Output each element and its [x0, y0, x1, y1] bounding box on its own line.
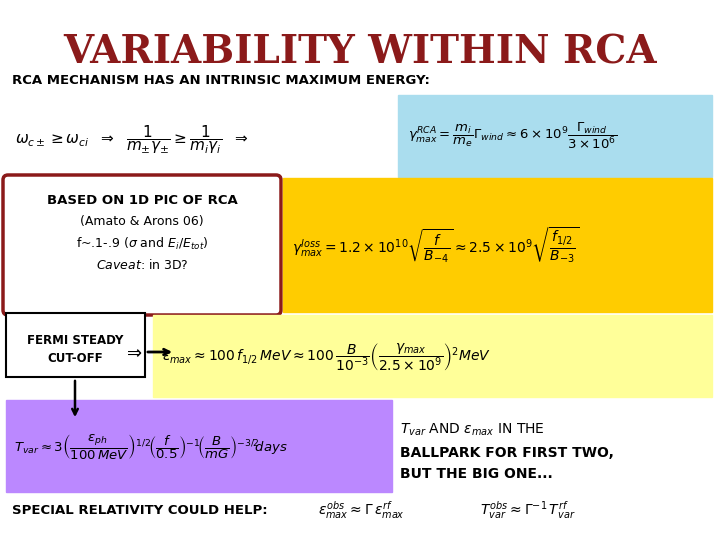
- Text: BASED ON 1D PIC OF RCA: BASED ON 1D PIC OF RCA: [47, 193, 238, 206]
- FancyBboxPatch shape: [398, 95, 712, 177]
- Text: $\gamma^{RCA}_{max} = \dfrac{m_i}{m_e}\Gamma_{wind} \approx 6\times10^9 \dfrac{\: $\gamma^{RCA}_{max} = \dfrac{m_i}{m_e}\G…: [408, 121, 617, 151]
- Text: BALLPARK FOR FIRST TWO,: BALLPARK FOR FIRST TWO,: [400, 446, 614, 460]
- Text: $\mathit{Caveat}$: in 3D?: $\mathit{Caveat}$: in 3D?: [96, 258, 188, 272]
- FancyBboxPatch shape: [153, 315, 712, 397]
- Text: FERMI STEADY: FERMI STEADY: [27, 334, 123, 348]
- Text: SPECIAL RELATIVITY COULD HELP:: SPECIAL RELATIVITY COULD HELP:: [12, 503, 268, 516]
- Text: CUT-OFF: CUT-OFF: [48, 352, 103, 365]
- Text: BUT THE BIG ONE...: BUT THE BIG ONE...: [400, 467, 553, 481]
- FancyBboxPatch shape: [6, 400, 392, 492]
- Text: $\omega_{c\pm} \geq \omega_{ci}$  $\Rightarrow$  $\dfrac{1}{m_{\pm}\gamma_{\pm}}: $\omega_{c\pm} \geq \omega_{ci}$ $\Right…: [15, 124, 248, 157]
- FancyBboxPatch shape: [3, 175, 281, 315]
- FancyBboxPatch shape: [6, 313, 145, 377]
- Text: $T^{obs}_{var} \approx \Gamma^{-1}\, T^{rf}_{var}$: $T^{obs}_{var} \approx \Gamma^{-1}\, T^{…: [480, 499, 575, 521]
- Text: $T_{var}$ AND $\varepsilon_{max}$ IN THE: $T_{var}$ AND $\varepsilon_{max}$ IN THE: [400, 422, 545, 438]
- Text: $T_{var} \approx 3\left(\dfrac{\varepsilon_{ph}}{100\,MeV}\right)^{1/2}\!\left(\: $T_{var} \approx 3\left(\dfrac{\varepsil…: [14, 433, 288, 462]
- Text: f~.1-.9 ($\sigma$ and $E_i/E_{tot}$): f~.1-.9 ($\sigma$ and $E_i/E_{tot}$): [76, 236, 208, 252]
- Text: RCA MECHANISM HAS AN INTRINSIC MAXIMUM ENERGY:: RCA MECHANISM HAS AN INTRINSIC MAXIMUM E…: [12, 73, 430, 86]
- Text: $\Rightarrow$: $\Rightarrow$: [123, 343, 143, 361]
- Text: $\gamma^{loss}_{max} = 1.2\times10^{10}\sqrt{\dfrac{f}{B_{-4}}} \approx 2.5\time: $\gamma^{loss}_{max} = 1.2\times10^{10}\…: [292, 225, 580, 265]
- Text: $\varepsilon^{obs}_{max} \approx \Gamma\, \varepsilon^{rf}_{max}$: $\varepsilon^{obs}_{max} \approx \Gamma\…: [318, 499, 405, 521]
- FancyBboxPatch shape: [283, 178, 712, 312]
- Text: $\varepsilon_{max} \approx 100\, f_{1/2}\, MeV \approx 100\, \dfrac{B}{10^{-3}}\: $\varepsilon_{max} \approx 100\, f_{1/2}…: [162, 341, 491, 373]
- Text: (Amato & Arons 06): (Amato & Arons 06): [80, 215, 204, 228]
- Text: VARIABILITY WITHIN RCA: VARIABILITY WITHIN RCA: [63, 33, 657, 71]
